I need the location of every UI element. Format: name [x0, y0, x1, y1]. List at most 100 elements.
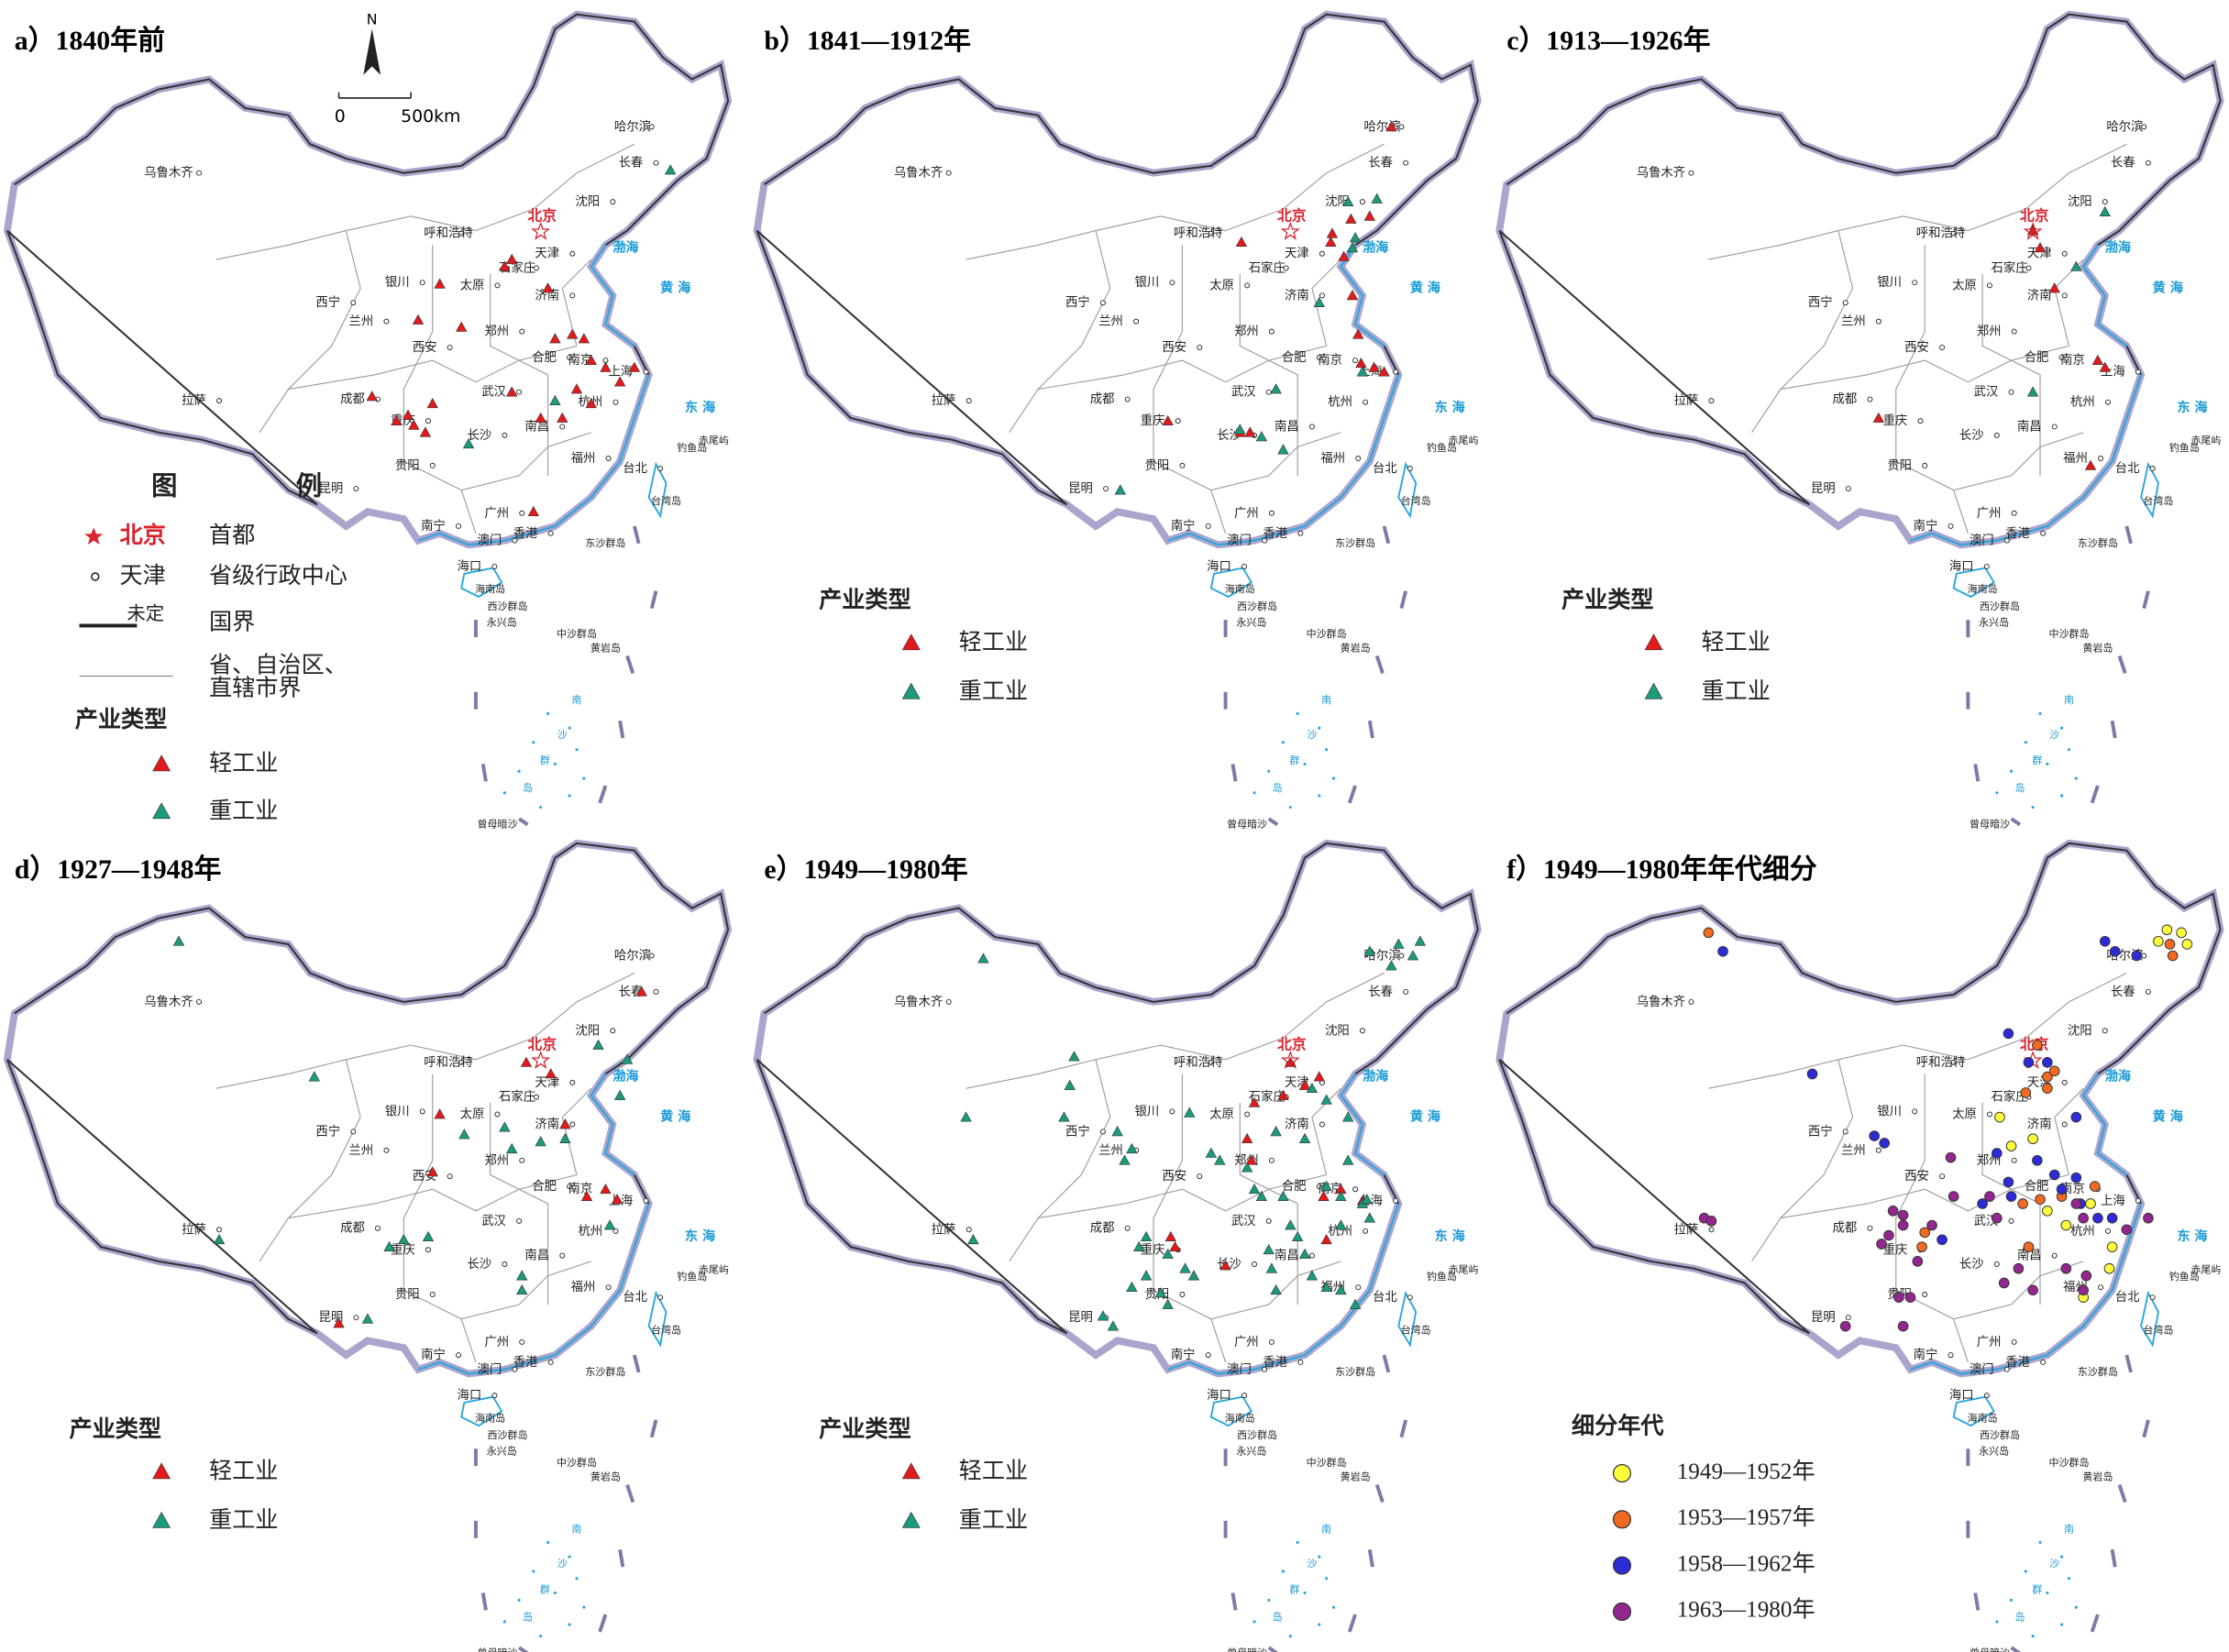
light-industry-site	[499, 260, 511, 271]
place-label: 赤尾屿	[2190, 435, 2221, 446]
city-marker	[2051, 1252, 2058, 1259]
city-marker	[1939, 1173, 1946, 1180]
city-marker	[383, 318, 390, 325]
city-label: 台北	[1373, 461, 1397, 476]
period-site	[2003, 1176, 2014, 1188]
light-industry-site	[2091, 354, 2104, 365]
city-marker	[447, 344, 453, 350]
heavy-industry-site	[2099, 205, 2111, 216]
city-marker	[519, 328, 525, 335]
city-marker	[1297, 1359, 1304, 1365]
city-label: 郑州	[1977, 325, 2002, 339]
city-marker	[425, 1247, 432, 1253]
place-label: 曾母暗沙	[478, 817, 518, 830]
city-label: 台北	[623, 1290, 647, 1305]
city-marker	[547, 530, 554, 536]
city-marker	[1355, 1284, 1362, 1291]
period-site	[2042, 1071, 2053, 1083]
period-site	[2032, 1040, 2043, 1051]
city-label: 杭州	[2070, 395, 2095, 410]
place-label: 钓鱼岛	[677, 1270, 707, 1283]
heavy-industry-site	[516, 1284, 528, 1295]
city-label: 哈尔滨	[614, 119, 651, 134]
heavy-industry-site	[1179, 1262, 1191, 1273]
city-marker	[1197, 1173, 1203, 1180]
city-marker	[2040, 1359, 2047, 1365]
city-marker	[1169, 1108, 1175, 1115]
period-site	[2078, 1284, 2089, 1296]
city-label: 南京	[2060, 1182, 2085, 1196]
city-marker	[353, 486, 359, 492]
city-marker	[2003, 537, 2010, 544]
period-site	[1876, 1239, 1887, 1250]
heavy-industry-site	[499, 1121, 511, 1132]
city-marker	[1265, 389, 1272, 395]
light-industry-site	[1318, 1190, 1330, 1201]
place-label: 东沙群岛	[585, 536, 625, 549]
city-label: 昆明	[319, 482, 344, 496]
legend-heading: 产业类型	[75, 706, 168, 732]
city-marker	[569, 1121, 576, 1128]
period-site	[2048, 1065, 2060, 1077]
city-marker	[1319, 1121, 1325, 1128]
city-label: 成都	[1833, 392, 1858, 407]
heavy-industry-site	[1306, 1082, 1319, 1094]
place-label: 沙	[1307, 729, 1317, 741]
legend-swatch	[901, 1462, 921, 1480]
period-site	[2099, 935, 2111, 947]
period-site	[2023, 1057, 2035, 1068]
legend-heading: 细分年代	[1572, 1413, 1664, 1439]
legend-label: 轻工业	[959, 628, 1028, 655]
place-label: 海南岛	[475, 582, 505, 595]
heavy-industry-site	[422, 1230, 435, 1241]
light-industry-site	[613, 376, 626, 387]
place-label: 台湾岛	[651, 1323, 681, 1336]
heavy-industry-site	[1140, 1270, 1153, 1281]
city-label: 上海	[2101, 1194, 2125, 1208]
city-marker	[1208, 230, 1214, 237]
light-industry-site	[578, 333, 590, 344]
city-marker	[353, 1315, 359, 1321]
heavy-industry-site	[1255, 1190, 1268, 1201]
light-industry-site	[611, 1193, 623, 1205]
city-marker	[1359, 1028, 1365, 1034]
heavy-industry-site	[1270, 383, 1282, 394]
light-industry-site	[1285, 1056, 1297, 1067]
city-label: 福州	[1320, 451, 1345, 466]
place-label: 赤尾屿	[699, 1263, 729, 1275]
legend-swatch	[901, 1511, 921, 1528]
city-label: 南宁	[421, 518, 446, 534]
city-marker	[1363, 399, 1369, 405]
compass-arrow	[363, 28, 381, 75]
heavy-industry-site	[1414, 935, 1427, 946]
legend-label: 1953—1957年	[1677, 1504, 1815, 1530]
city-label: 济南	[535, 1117, 559, 1131]
city-marker	[375, 1225, 381, 1231]
city-label: 合肥	[532, 350, 557, 365]
city-marker	[1993, 432, 2000, 438]
city-label: 香港	[513, 1355, 538, 1370]
heavy-industry-site	[2026, 386, 2039, 397]
city-marker	[1244, 1111, 1251, 1118]
period-site	[1945, 1151, 1957, 1163]
city-label: 杭州	[1328, 395, 1352, 410]
place-label: 西沙群岛	[1980, 1428, 2020, 1441]
place-label: 沙	[2049, 729, 2059, 741]
city-label: 南昌	[1275, 1249, 1299, 1263]
city-marker	[1842, 300, 1848, 306]
scale-bar	[337, 92, 412, 99]
legend-swatch	[1644, 682, 1663, 699]
heavy-industry-site	[1393, 938, 1405, 949]
light-industry-site	[1326, 227, 1339, 238]
place-label: 钓鱼岛	[2169, 1270, 2200, 1283]
legend-city-desc: 省级行政中心	[209, 562, 348, 589]
period-site	[1897, 1219, 1909, 1231]
place-label: 永兴岛	[487, 615, 517, 628]
heavy-industry-site	[1064, 1079, 1076, 1090]
place-label: 钓鱼岛	[1427, 1270, 1457, 1283]
city-label: 哈尔滨	[614, 949, 651, 964]
heavy-industry-site	[1114, 484, 1126, 495]
period-site	[2181, 939, 2193, 950]
